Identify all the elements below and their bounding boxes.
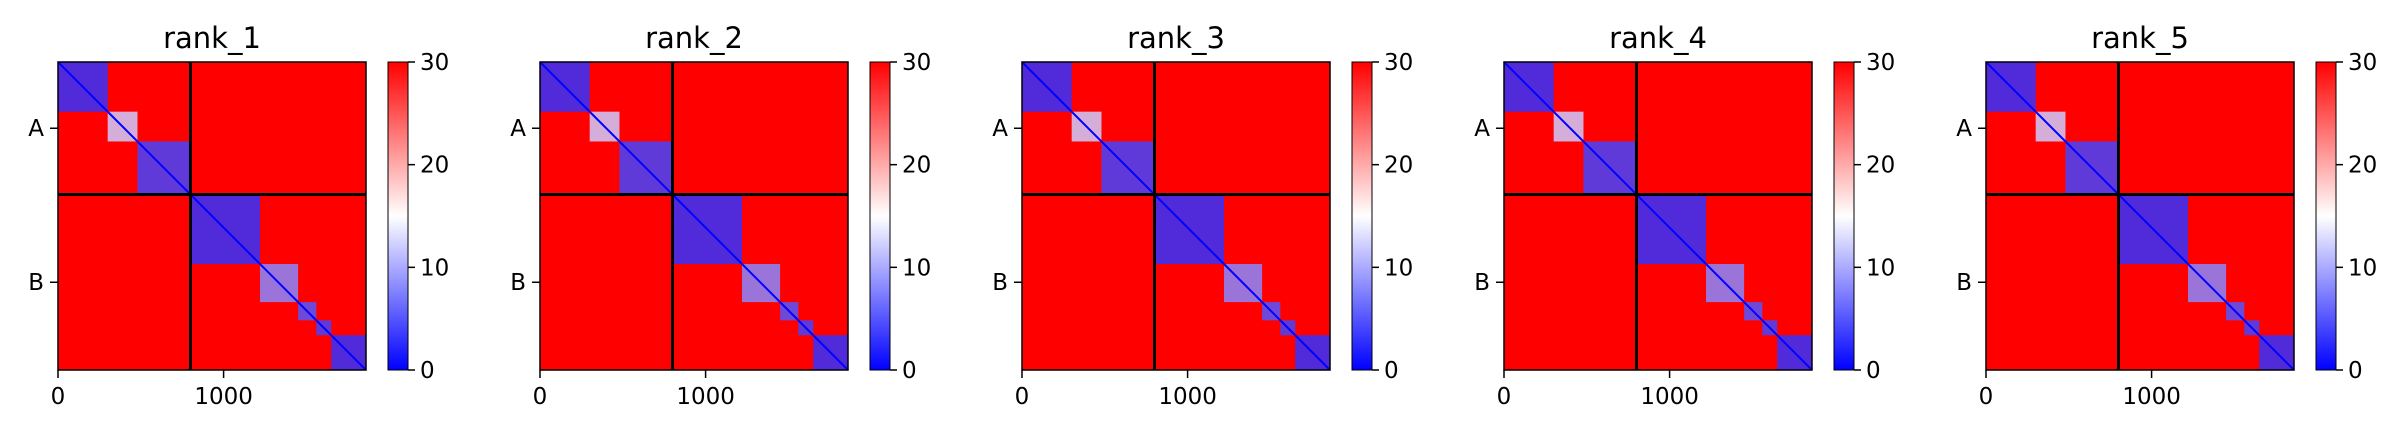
colorbar-tick-label-2: 10: [902, 255, 931, 281]
colorbar: [2315, 61, 2337, 371]
plot-frame: [539, 61, 849, 371]
plot-frame: [1021, 61, 1331, 371]
panel-title: rank_3: [1127, 21, 1225, 55]
y-tick-label-1: A: [510, 116, 526, 142]
x-tick-label-1: 0: [1497, 384, 1512, 410]
colorbar-tick-label-2: 10: [2348, 255, 2377, 281]
heatmap-diagonal: [1503, 61, 1813, 371]
panel-title: rank_2: [645, 21, 743, 55]
x-tick-label-1: 0: [51, 384, 66, 410]
panel-4: rank_4 0 1000 A B 0 10 20 30: [1474, 21, 1895, 410]
y-tick-label-2: B: [1956, 270, 1972, 296]
colorbar-tick-label-3: 20: [902, 153, 931, 179]
colorbar-tick-label-1: 0: [2348, 358, 2363, 384]
panel-1: rank_1 0 1000 A B 0 10 20 30: [28, 21, 449, 410]
x-tick-label-2: 1000: [1158, 384, 1217, 410]
colorbar-tick-label-3: 20: [1866, 153, 1895, 179]
panel-title: rank_5: [2091, 21, 2189, 55]
colorbar-tick-label-3: 20: [420, 153, 449, 179]
colorbar-tick-label-2: 10: [420, 255, 449, 281]
colorbar-tick-label-1: 0: [1384, 358, 1399, 384]
colorbar: [1351, 61, 1373, 371]
heatmap-diagonal: [539, 61, 849, 371]
panel-title: rank_4: [1609, 21, 1707, 55]
plot-frame: [57, 61, 367, 371]
plot-frame: [1985, 61, 2295, 371]
colorbar-tick-label-4: 30: [1384, 50, 1413, 76]
colorbar-tick-label-4: 30: [902, 50, 931, 76]
colorbar-tick-label-4: 30: [420, 50, 449, 76]
x-tick-label-1: 0: [533, 384, 548, 410]
x-tick-label-2: 1000: [2122, 384, 2181, 410]
x-tick-label-2: 1000: [676, 384, 735, 410]
y-tick-label-2: B: [28, 270, 44, 296]
x-tick-label-2: 1000: [194, 384, 253, 410]
x-tick-label-2: 1000: [1640, 384, 1699, 410]
colorbar-tick-label-4: 30: [2348, 50, 2377, 76]
x-tick-label-1: 0: [1015, 384, 1030, 410]
colorbar: [1833, 61, 1855, 371]
colorbar-tick-label-3: 20: [1384, 153, 1413, 179]
heatmap-diagonal: [1985, 61, 2295, 371]
y-tick-label-2: B: [510, 270, 526, 296]
colorbar-tick-label-1: 0: [1866, 358, 1881, 384]
y-tick-label-2: B: [1474, 270, 1490, 296]
colorbar-tick-label-2: 10: [1866, 255, 1895, 281]
heatmap-diagonal: [57, 61, 367, 371]
x-tick-label-1: 0: [1979, 384, 1994, 410]
colorbar: [869, 61, 891, 371]
colorbar-tick-label-1: 0: [420, 358, 435, 384]
y-tick-label-2: B: [992, 270, 1008, 296]
y-tick-label-1: A: [28, 116, 44, 142]
y-tick-label-1: A: [1474, 116, 1490, 142]
colorbar: [387, 61, 409, 371]
colorbar-tick-label-1: 0: [902, 358, 917, 384]
colorbar-tick-label-2: 10: [1384, 255, 1413, 281]
panel-2: rank_2 0 1000 A B 0 10 20 30: [510, 21, 931, 410]
y-tick-label-1: A: [1956, 116, 1972, 142]
plot-frame: [1503, 61, 1813, 371]
colorbar-tick-label-4: 30: [1866, 50, 1895, 76]
panel-title: rank_1: [163, 21, 261, 55]
panel-5: rank_5 0 1000 A B 0 10 20 30: [1956, 21, 2377, 410]
panel-3: rank_3 0 1000 A B 0 10 20 30: [992, 21, 1413, 410]
y-tick-label-1: A: [992, 116, 1008, 142]
colorbar-tick-label-3: 20: [2348, 153, 2377, 179]
heatmap-diagonal: [1021, 61, 1331, 371]
